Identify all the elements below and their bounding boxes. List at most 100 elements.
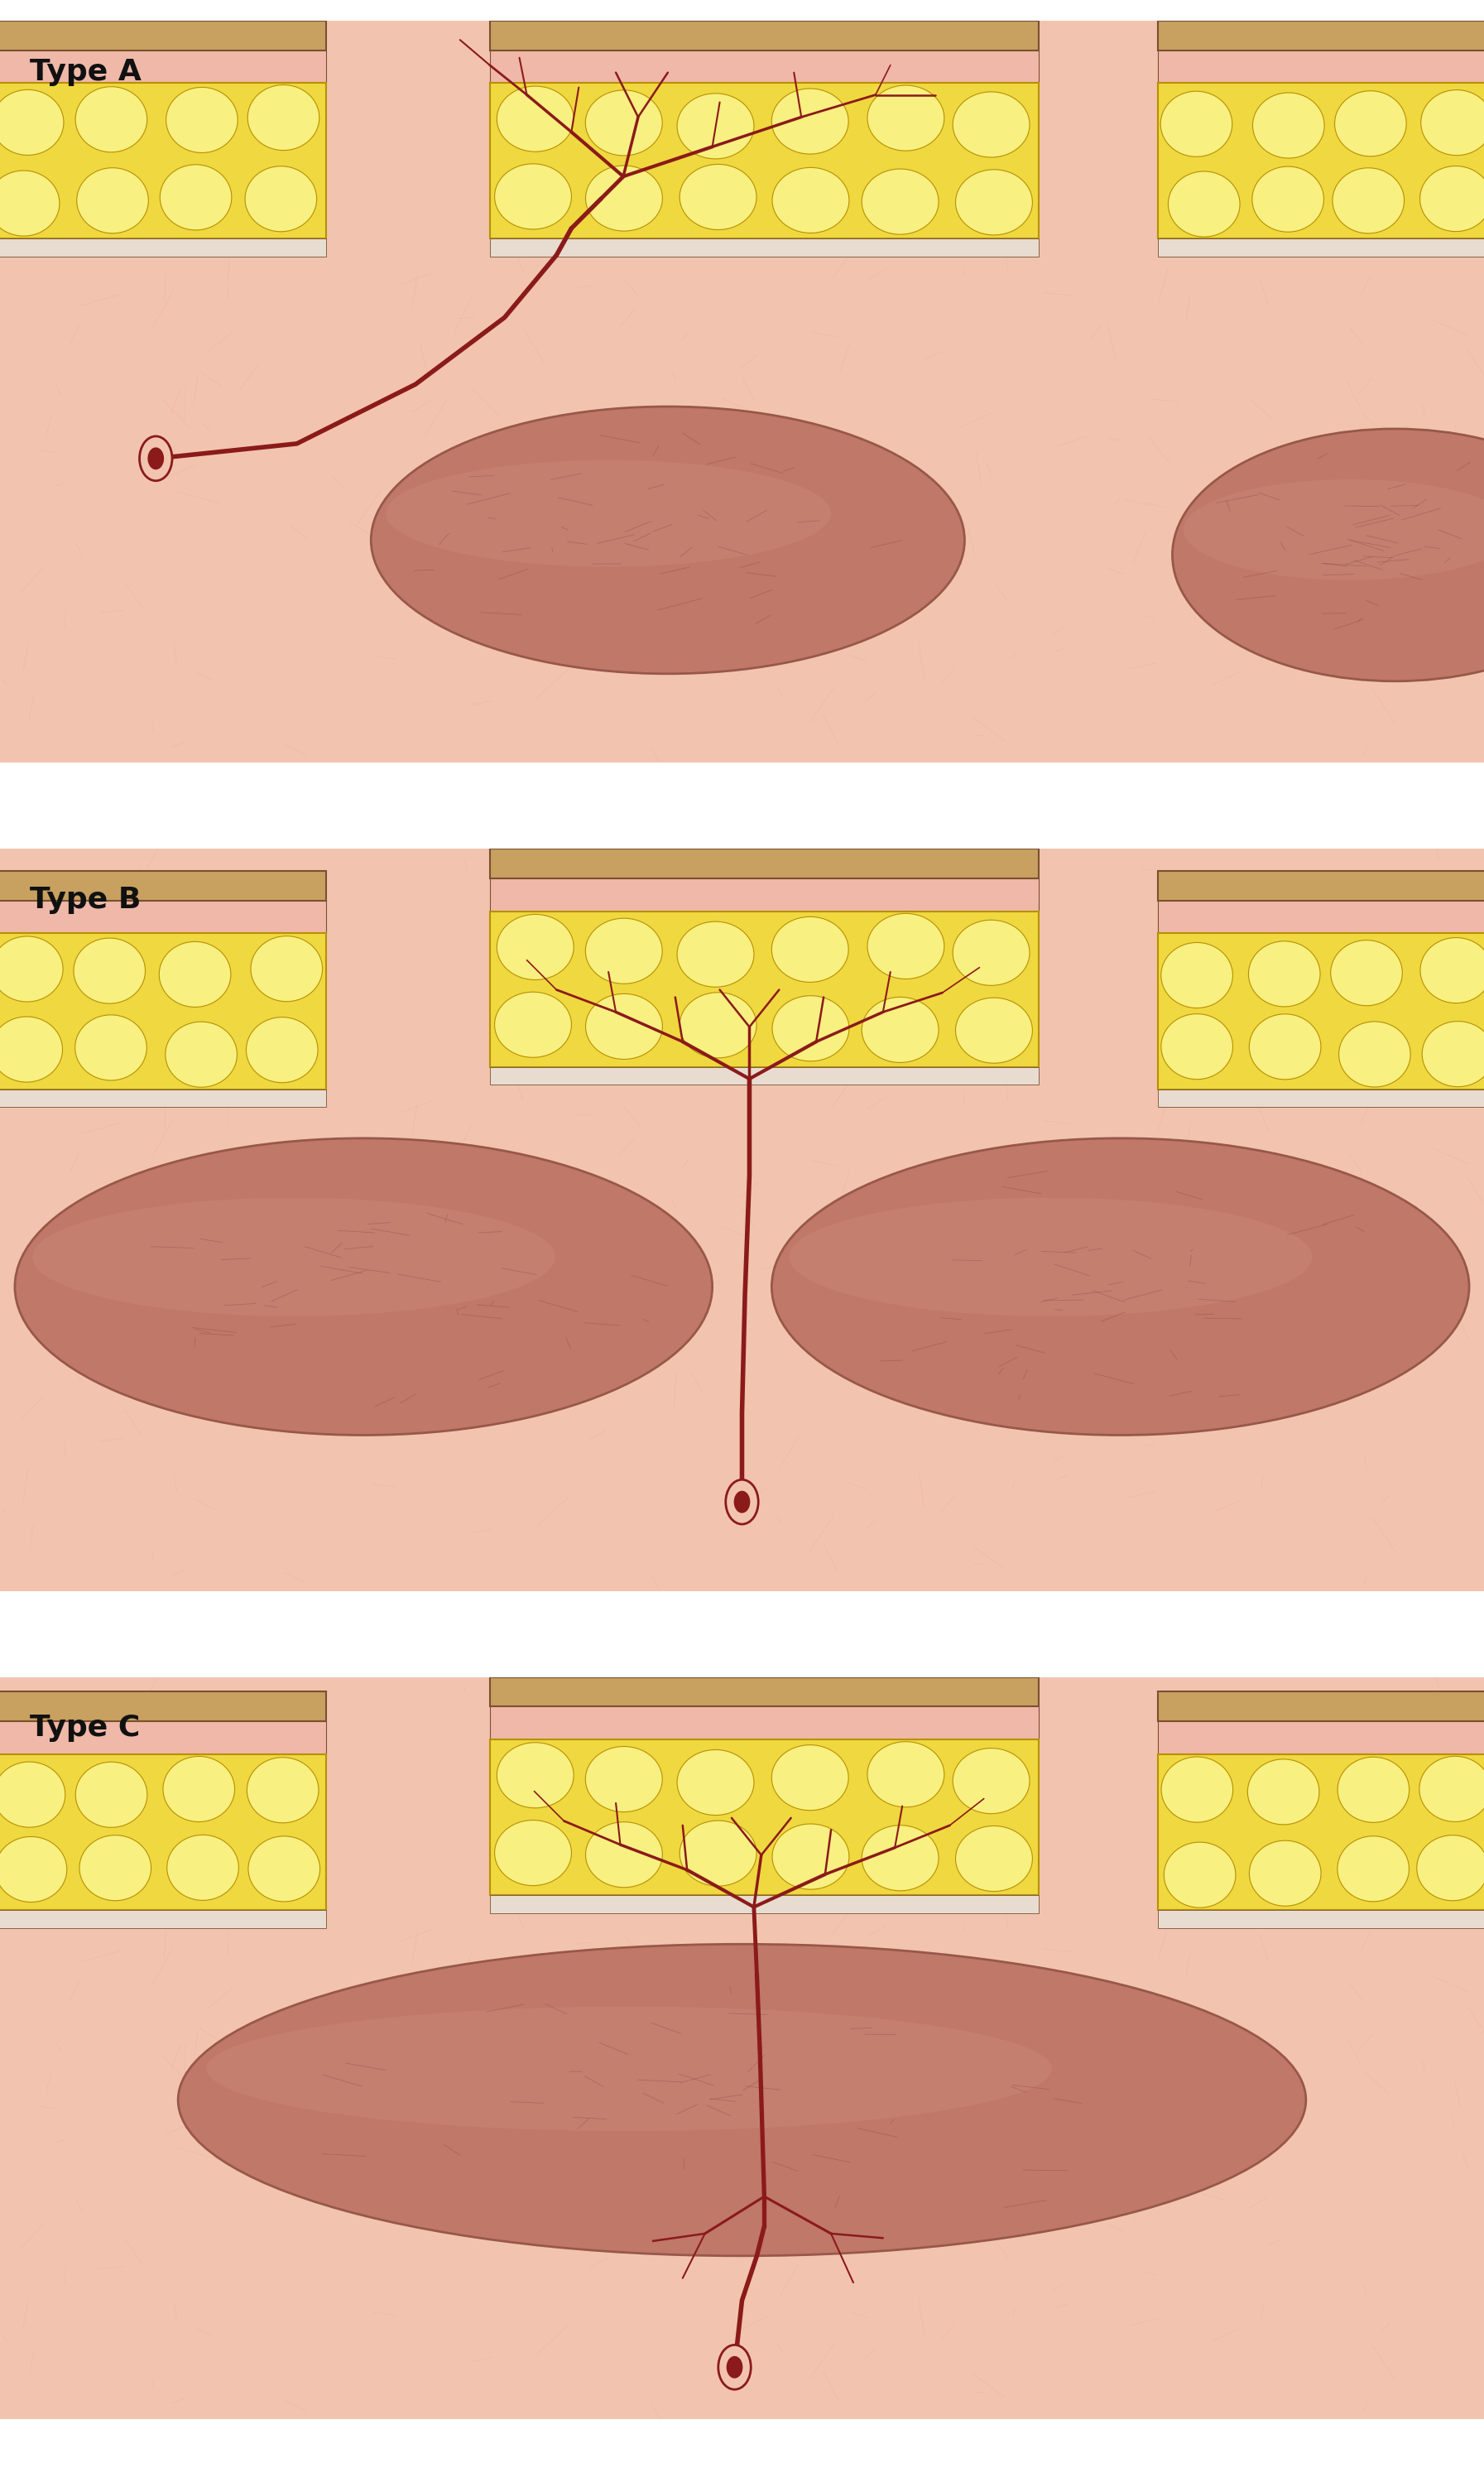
Ellipse shape: [772, 90, 849, 154]
Bar: [490, 910, 1039, 1067]
Ellipse shape: [1162, 1756, 1233, 1823]
Ellipse shape: [1337, 1835, 1410, 1903]
Bar: [0, 1089, 326, 1107]
Ellipse shape: [0, 1761, 65, 1828]
Ellipse shape: [1248, 940, 1321, 1007]
Ellipse shape: [0, 1835, 67, 1903]
Bar: [1158, 900, 1484, 933]
Ellipse shape: [953, 920, 1030, 985]
Bar: [0, 50, 326, 82]
Ellipse shape: [862, 1825, 939, 1890]
Ellipse shape: [1160, 92, 1232, 157]
Ellipse shape: [494, 164, 571, 229]
Ellipse shape: [867, 85, 944, 152]
Ellipse shape: [677, 95, 754, 159]
Ellipse shape: [680, 1820, 757, 1885]
Ellipse shape: [953, 92, 1030, 157]
Bar: [1158, 870, 1484, 900]
Ellipse shape: [76, 1015, 147, 1079]
Ellipse shape: [371, 405, 965, 674]
Ellipse shape: [735, 1490, 751, 1512]
Bar: [1158, 1089, 1484, 1107]
Ellipse shape: [246, 1758, 319, 1823]
Ellipse shape: [168, 1835, 239, 1900]
Bar: [326, 1691, 490, 1930]
Ellipse shape: [386, 460, 831, 567]
Ellipse shape: [586, 918, 662, 985]
Ellipse shape: [248, 85, 319, 149]
Bar: [1158, 20, 1484, 50]
Bar: [0, 1691, 326, 1721]
Ellipse shape: [1420, 938, 1484, 1002]
Ellipse shape: [718, 2345, 751, 2390]
Ellipse shape: [1420, 167, 1484, 231]
Bar: [0, 1721, 326, 1753]
Ellipse shape: [163, 1756, 234, 1823]
Bar: [490, 1738, 1039, 1895]
Ellipse shape: [677, 1751, 754, 1816]
Ellipse shape: [956, 1825, 1033, 1890]
Ellipse shape: [586, 1823, 662, 1888]
Bar: [1039, 1691, 1158, 1930]
Bar: [326, 870, 490, 1102]
Ellipse shape: [862, 997, 939, 1062]
Ellipse shape: [1422, 1022, 1484, 1087]
Ellipse shape: [494, 992, 571, 1057]
Ellipse shape: [76, 87, 147, 152]
Ellipse shape: [956, 997, 1033, 1062]
Bar: [0, 900, 326, 933]
Ellipse shape: [1331, 940, 1402, 1005]
Ellipse shape: [1333, 169, 1404, 234]
Ellipse shape: [497, 87, 574, 152]
Bar: [1158, 239, 1484, 256]
Bar: [1158, 1910, 1484, 1927]
Ellipse shape: [586, 995, 662, 1059]
Ellipse shape: [0, 935, 62, 1002]
Ellipse shape: [159, 943, 232, 1007]
Ellipse shape: [1168, 172, 1241, 236]
Ellipse shape: [789, 1199, 1312, 1316]
Ellipse shape: [1419, 1756, 1484, 1820]
Ellipse shape: [1184, 480, 1484, 579]
Ellipse shape: [772, 995, 849, 1062]
Ellipse shape: [1252, 167, 1324, 231]
Ellipse shape: [772, 167, 849, 234]
Ellipse shape: [867, 1741, 944, 1808]
Bar: [0, 82, 326, 239]
Ellipse shape: [15, 1139, 712, 1435]
Ellipse shape: [1420, 90, 1484, 154]
Bar: [0, 1753, 326, 1910]
Ellipse shape: [251, 935, 322, 1002]
Ellipse shape: [33, 1199, 555, 1316]
Ellipse shape: [772, 1823, 849, 1890]
Ellipse shape: [80, 1835, 151, 1900]
Ellipse shape: [178, 1945, 1306, 2256]
Ellipse shape: [586, 1746, 662, 1813]
Ellipse shape: [165, 1022, 237, 1087]
Ellipse shape: [727, 2355, 743, 2378]
Bar: [490, 878, 1039, 910]
Ellipse shape: [1160, 1015, 1233, 1079]
Ellipse shape: [497, 915, 574, 980]
Bar: [0, 870, 326, 900]
Bar: [326, 20, 490, 274]
Bar: [490, 848, 1039, 878]
Bar: [1158, 50, 1484, 82]
Ellipse shape: [1250, 1015, 1321, 1079]
Bar: [490, 20, 1039, 50]
Ellipse shape: [1163, 1843, 1236, 1908]
Ellipse shape: [0, 90, 64, 154]
Ellipse shape: [76, 1761, 147, 1828]
Bar: [1158, 1753, 1484, 1910]
Ellipse shape: [74, 938, 145, 1005]
Ellipse shape: [0, 1017, 62, 1082]
Bar: [1039, 20, 1158, 274]
Ellipse shape: [726, 1480, 758, 1525]
Ellipse shape: [867, 913, 944, 980]
Ellipse shape: [77, 167, 148, 234]
Text: Type B: Type B: [30, 885, 141, 915]
Ellipse shape: [245, 167, 316, 231]
Ellipse shape: [166, 87, 237, 152]
Ellipse shape: [248, 1835, 321, 1903]
Ellipse shape: [677, 923, 754, 987]
